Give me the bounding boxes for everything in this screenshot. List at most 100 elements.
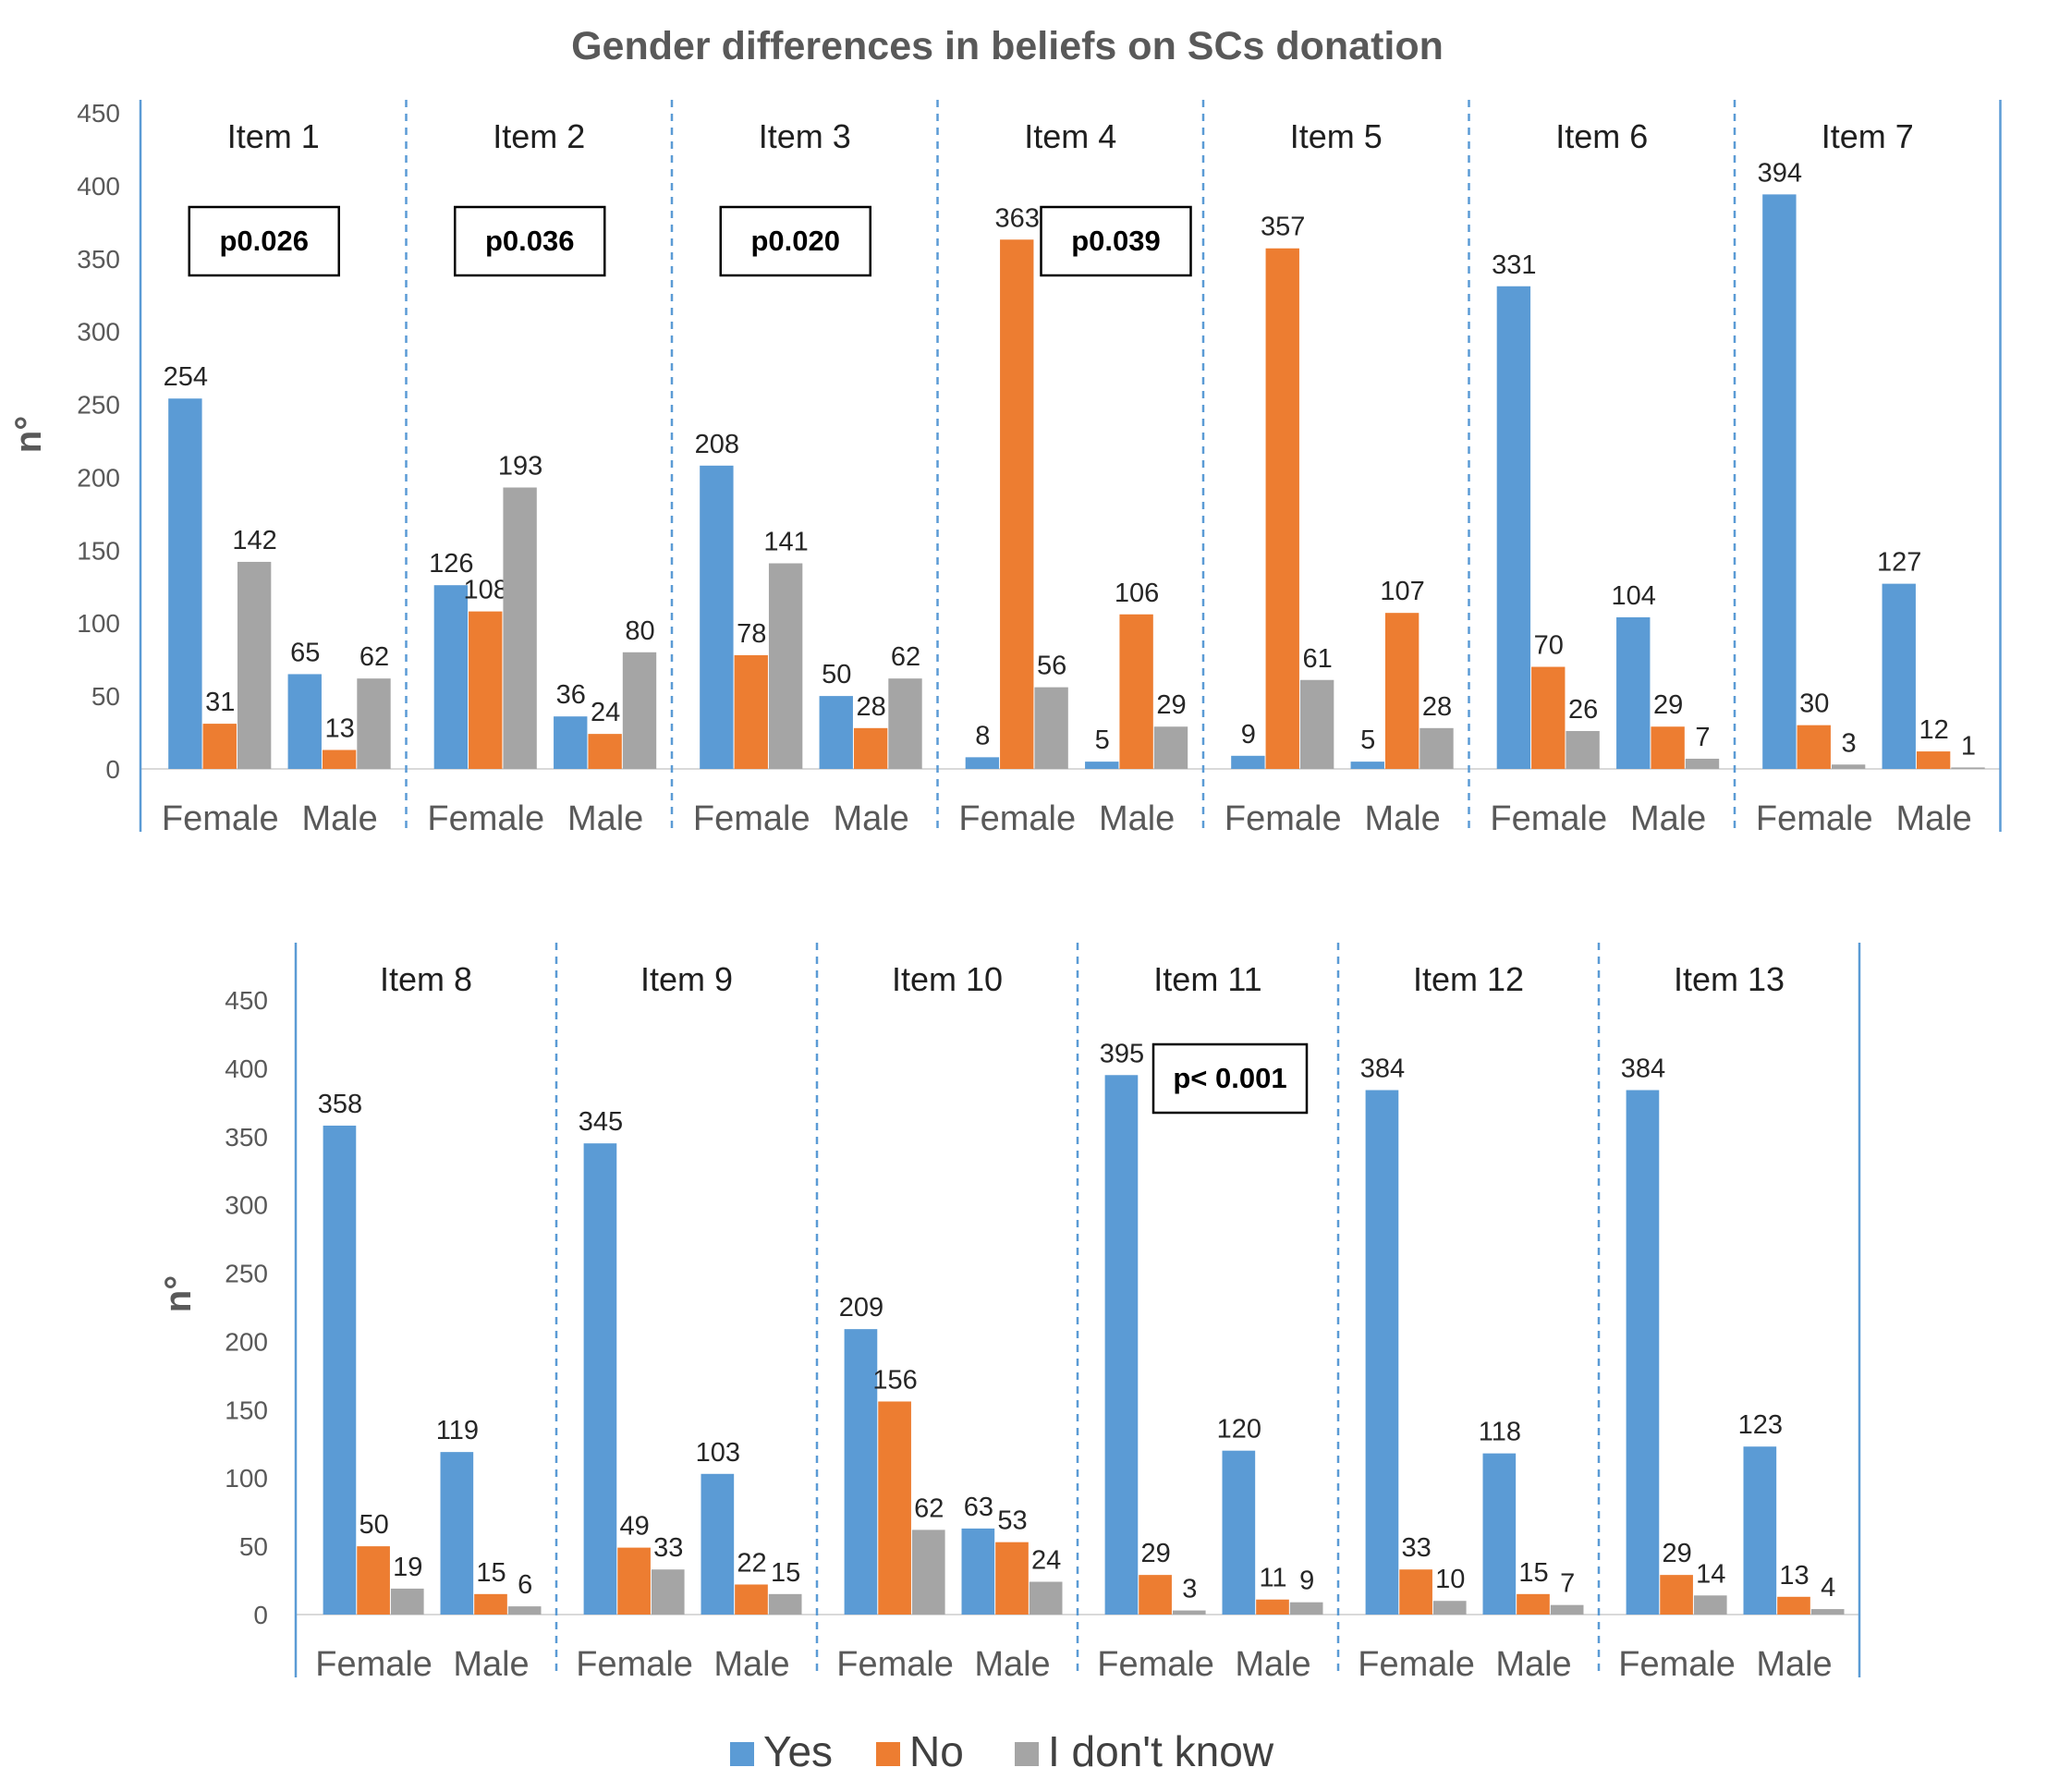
y-tick-label-row2-150: 150 — [225, 1396, 268, 1424]
data-label-item-8-male-no: 15 — [476, 1558, 506, 1588]
category-label-item-10-female: Female — [836, 1645, 954, 1684]
bar-item-8-female-i-don-t-know — [390, 1588, 424, 1615]
bar-item-1-male-no — [322, 750, 357, 769]
bar-item-6-male-yes — [1616, 616, 1651, 769]
category-label-item-13-female: Female — [1618, 1645, 1736, 1684]
data-label-item-13-male-yes: 123 — [1738, 1410, 1783, 1440]
category-label-item-9-male: Male — [713, 1645, 789, 1684]
bar-item-8-female-no — [357, 1546, 390, 1615]
bar-item-9-male-i-don-t-know — [768, 1593, 802, 1615]
bar-item-8-male-yes — [440, 1452, 474, 1615]
data-label-item-5-male-i-don-t-know: 28 — [1422, 692, 1452, 722]
y-tick-label-row1-50: 50 — [91, 682, 120, 711]
legend-label-yes: Yes — [763, 1727, 833, 1775]
bar-item-11-male-no — [1256, 1599, 1289, 1615]
data-label-item-4-female-yes: 8 — [975, 721, 990, 750]
y-tick-label-row2-450: 450 — [225, 986, 268, 1015]
category-label-item-12-female: Female — [1358, 1645, 1475, 1684]
y-tick-label-row1-150: 150 — [77, 536, 120, 565]
panel-title-item-4: Item 4 — [1024, 117, 1116, 155]
category-label-item-11-male: Male — [1235, 1645, 1310, 1684]
bar-item-6-female-no — [1531, 666, 1566, 769]
bar-item-3-female-yes — [700, 465, 734, 769]
data-label-item-3-male-yes: 50 — [822, 660, 851, 689]
category-label-item-2-male: Male — [567, 799, 643, 838]
category-label-item-3-male: Male — [833, 799, 908, 838]
data-label-item-2-female-no: 108 — [464, 576, 508, 605]
bar-item-10-female-i-don-t-know — [911, 1530, 945, 1615]
bar-item-12-male-i-don-t-know — [1550, 1604, 1584, 1615]
y-tick-label-row2-300: 300 — [225, 1191, 268, 1220]
data-label-item-12-female-yes: 384 — [1360, 1054, 1405, 1084]
bar-item-11-male-yes — [1222, 1450, 1256, 1615]
data-label-item-4-female-no: 363 — [995, 203, 1040, 233]
bar-item-2-male-i-don-t-know — [622, 652, 657, 769]
panel-title-item-7: Item 7 — [1822, 117, 1914, 155]
data-label-item-7-female-i-don-t-know: 3 — [1842, 728, 1857, 758]
data-label-item-8-female-no: 50 — [359, 1510, 388, 1540]
data-label-item-9-male-i-don-t-know: 15 — [771, 1558, 800, 1588]
data-label-item-4-female-i-don-t-know: 56 — [1037, 652, 1066, 681]
panel-title-item-5: Item 5 — [1290, 117, 1383, 155]
data-label-item-9-female-yes: 345 — [579, 1107, 623, 1137]
category-label-item-6-male: Male — [1630, 799, 1706, 838]
y-tick-label-row2-0: 0 — [253, 1601, 268, 1629]
panel-title-item-2: Item 2 — [493, 117, 585, 155]
bar-item-6-female-yes — [1496, 286, 1531, 769]
p-value-box-item-3 — [719, 205, 871, 277]
data-label-item-1-female-yes: 254 — [164, 362, 208, 392]
bar-item-10-male-i-don-t-know — [1029, 1581, 1063, 1615]
data-label-item-1-male-no: 13 — [324, 713, 354, 743]
data-label-item-2-male-i-don-t-know: 80 — [625, 616, 654, 646]
bar-item-3-male-i-don-t-know — [888, 678, 922, 769]
data-label-item-3-female-no: 78 — [737, 619, 766, 649]
y-tick-label-row1-450: 450 — [77, 99, 120, 128]
y-tick-label-row2-250: 250 — [225, 1260, 268, 1288]
bar-item-12-female-i-don-t-know — [1432, 1601, 1467, 1615]
bar-item-11-female-yes — [1104, 1075, 1139, 1615]
bar-item-10-female-yes — [844, 1329, 878, 1615]
bar-item-1-female-i-don-t-know — [237, 561, 272, 769]
bar-item-5-male-yes — [1350, 762, 1384, 769]
panel-title-item-9: Item 9 — [640, 960, 733, 998]
bar-item-6-male-no — [1651, 726, 1685, 769]
bar-item-13-male-i-don-t-know — [1810, 1609, 1845, 1615]
p-value-label-item-1: p0.026 — [219, 225, 309, 257]
bar-item-9-female-yes — [583, 1143, 617, 1615]
bar-item-12-female-yes — [1365, 1090, 1399, 1615]
category-label-item-7-male: Male — [1895, 799, 1971, 838]
bar-item-3-female-no — [734, 654, 768, 769]
bar-item-2-female-yes — [433, 585, 469, 769]
bar-item-5-male-no — [1384, 613, 1419, 769]
data-label-item-12-male-yes: 118 — [1479, 1418, 1521, 1447]
bar-item-11-female-i-don-t-know — [1172, 1610, 1206, 1615]
bar-item-2-female-no — [469, 611, 503, 769]
category-label-item-9-female: Female — [576, 1645, 693, 1684]
data-label-item-7-male-no: 12 — [1919, 715, 1948, 745]
category-label-item-2-female: Female — [427, 799, 544, 838]
p-value-label-item-2: p0.036 — [485, 225, 575, 257]
legend: Yes No I don't know — [730, 1727, 1274, 1775]
p-value-label-item-11: p< 0.001 — [1173, 1062, 1286, 1094]
category-label-item-1-female: Female — [162, 799, 279, 838]
legend-swatch-yes — [730, 1742, 754, 1766]
bar-item-3-male-yes — [819, 696, 853, 769]
p-value-box-item-4 — [1040, 205, 1192, 277]
data-label-item-12-male-i-don-t-know: 7 — [1560, 1569, 1575, 1599]
category-label-item-5-female: Female — [1225, 799, 1342, 838]
data-label-item-13-male-i-don-t-know: 4 — [1821, 1573, 1835, 1603]
category-label-item-3-female: Female — [693, 799, 810, 838]
bar-item-8-male-i-don-t-know — [507, 1606, 542, 1615]
bar-item-13-female-no — [1660, 1575, 1693, 1615]
bar-item-5-male-i-don-t-know — [1419, 727, 1454, 769]
y-tick-label-row1-300: 300 — [77, 318, 120, 347]
p-value-box-item-1 — [188, 205, 340, 277]
bar-item-6-female-i-don-t-know — [1566, 730, 1600, 769]
bar-item-7-female-i-don-t-know — [1831, 764, 1866, 769]
panel-title-item-10: Item 10 — [892, 960, 1003, 998]
bar-item-13-female-i-don-t-know — [1693, 1595, 1727, 1615]
bar-item-5-female-no — [1265, 248, 1299, 769]
data-label-item-13-female-no: 29 — [1662, 1539, 1691, 1568]
data-label-item-11-male-yes: 120 — [1217, 1415, 1261, 1445]
